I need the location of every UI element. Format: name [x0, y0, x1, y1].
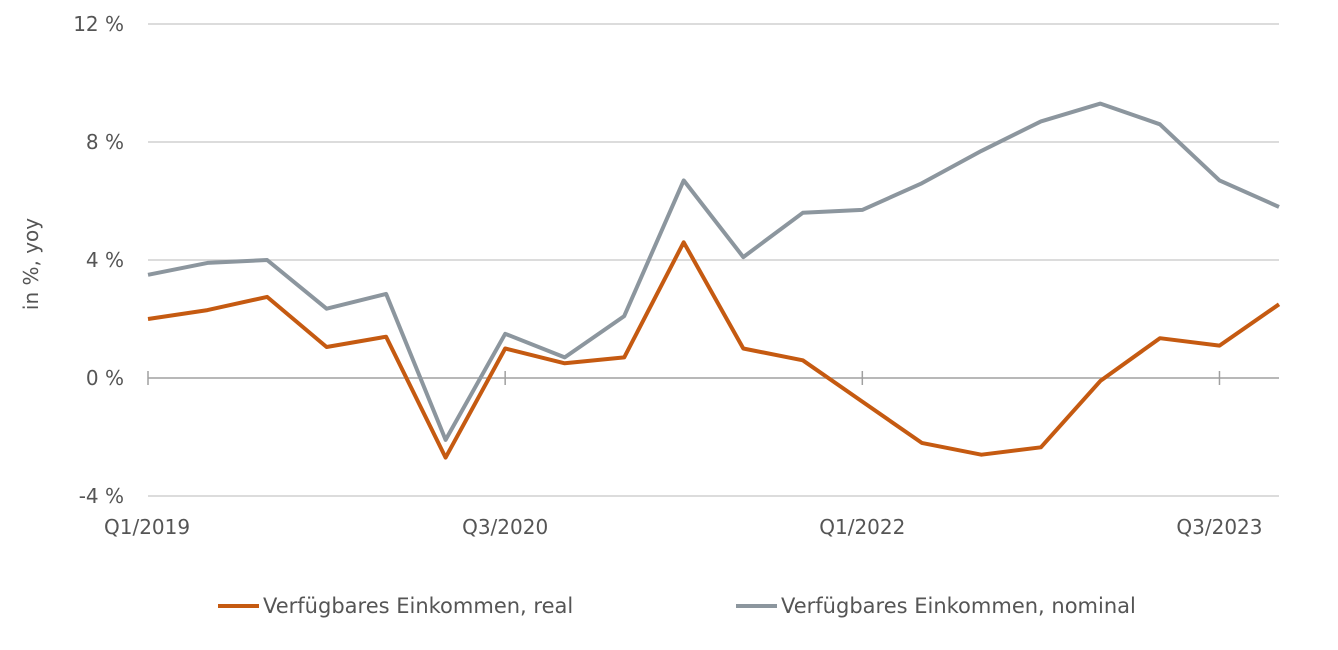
x-tick-label: Q3/2023	[1176, 515, 1262, 539]
y-tick-label: -4 %	[79, 484, 124, 508]
x-tick-label: Q3/2020	[462, 515, 548, 539]
series	[147, 101, 1281, 460]
grid	[148, 23, 1279, 497]
legend-label: Verfügbares Einkommen, nominal	[781, 594, 1136, 618]
legend-label: Verfügbares Einkommen, real	[263, 594, 573, 618]
series-line-nominal	[147, 101, 1280, 442]
y-tick-label: 8 %	[86, 130, 124, 154]
series-line-real	[147, 240, 1281, 460]
legend: Verfügbares Einkommen, real Verfügbares E…	[218, 594, 1136, 618]
axes: -4 % 0 % 4 % 8 % 12 % Q1/2019 Q3/2020 Q1/2022 Q3…	[73, 12, 1262, 539]
y-axis-label: in %, yoy	[19, 218, 43, 310]
y-tick-label: 0 %	[86, 366, 124, 390]
x-tick-label: Q1/2019	[104, 515, 190, 539]
x-tick-label: Q1/2022	[819, 515, 905, 539]
y-tick-label: 4 %	[86, 248, 124, 272]
y-tick-label: 12 %	[73, 12, 124, 36]
